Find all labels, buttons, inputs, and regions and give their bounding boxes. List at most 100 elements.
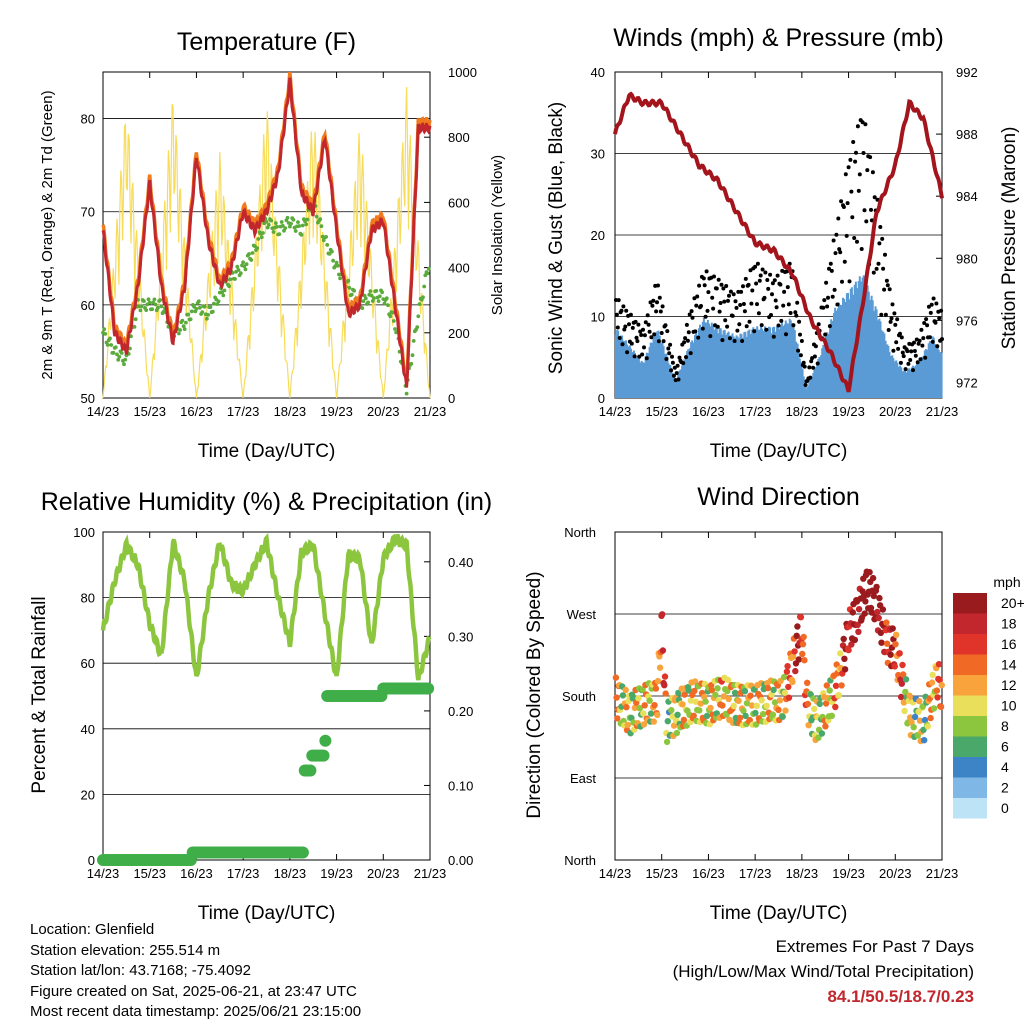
dewpoint-point [147,300,152,305]
direction-point [791,648,798,655]
extremes-subtitle: (High/Low/Max Wind/Total Precipitation) [672,962,974,981]
dewpoint-point [198,305,202,310]
gust-point [706,290,711,295]
gust-point [851,140,856,144]
gust-point [917,338,922,343]
dewpoint-point [366,300,370,305]
dewpoint-point [146,297,151,302]
direction-point [758,697,765,704]
dewpoint-point [297,224,302,228]
gust-point [854,150,858,155]
y-tick-label: East [570,771,596,786]
dewpoint-point [285,215,290,220]
direction-point [794,623,801,630]
gust-point [922,321,927,325]
dewpoint-point [111,351,116,355]
gust-point [758,273,763,278]
gust-point [635,339,640,344]
direction-point [892,641,899,648]
direction-point [930,705,938,712]
chart-title: Temperature (F) [177,28,356,56]
direction-point [848,641,855,648]
direction-point [861,610,868,617]
gust-point [660,304,665,309]
recent-data-text: Most recent data timestamp: 2025/06/21 2… [30,1003,362,1020]
direction-point [725,695,732,703]
direction-point [878,639,885,646]
direction-point [840,635,847,643]
direction-point [900,671,907,678]
direction-point [823,682,830,689]
dewpoint-point [184,320,188,325]
gust-point [669,368,674,373]
chart-title: Relative Humidity (%) & Precipitation (i… [41,488,493,516]
x-tick-label: 16/23 [692,404,725,419]
colorbar-label: 0 [1001,800,1009,816]
y-tick-label: 100 [73,525,95,540]
gust-point [770,292,774,297]
y-tick-label: 30 [591,147,605,162]
y-tick-label: 40 [81,722,95,737]
dewpoint-point [133,317,138,322]
gust-point [733,299,738,304]
colorbar-swatch [953,634,987,655]
direction-point [702,698,709,705]
gust-point [746,282,751,287]
gust-point [665,329,670,334]
gust-point [722,299,727,304]
direction-point [782,707,789,714]
precip-point [296,846,309,859]
gust-point [809,359,814,364]
gust-point [630,325,635,330]
gust-point [898,331,902,336]
gust-point [833,251,838,256]
x-tick-label: 21/23 [926,866,959,881]
gust-point [855,124,860,129]
x-tick-label: 21/23 [414,866,447,881]
gust-point [842,259,847,264]
direction-point [635,695,642,702]
dewpoint-point [122,362,126,367]
x-tick-label: 18/23 [786,404,819,419]
precip-series [97,682,435,866]
gust-point [739,289,744,294]
gust-point [879,312,884,317]
dewpoint-point [376,299,381,303]
gust-point [640,352,645,357]
colorbar-swatch [953,613,987,634]
gust-point [799,339,804,343]
dewpoint-point [235,264,240,269]
direction-point [656,664,664,671]
gust-point [632,354,637,359]
x-axis-title: Time (Day/UTC) [710,441,848,462]
colorbar-title: mph [993,574,1020,590]
gust-point [663,323,668,328]
gust-point [898,360,903,365]
gust-point [737,322,742,327]
direction-point [724,687,731,695]
dewpoint-point [368,289,373,293]
gust-point [923,355,928,360]
dewpoint-point [212,301,216,306]
gust-point [926,304,931,309]
gust-point [877,241,882,246]
dewpoint-point [349,292,354,297]
gust-point [741,302,746,306]
direction-point [837,650,844,657]
direction-point [916,717,924,724]
gust-point [614,312,619,317]
gust-point [876,261,881,266]
direction-point [719,702,726,709]
dewpoint-point [335,263,340,268]
dewpoint-point [283,226,288,231]
gust-point [828,261,833,266]
dewpoint-point [153,302,158,307]
dewpoint-point [273,221,278,226]
direction-point [879,606,887,613]
gust-point [935,344,940,349]
y2-tick-label: 200 [448,326,470,341]
gust-point [928,310,933,315]
dewpoint-point [275,224,279,229]
gust-point [686,330,691,335]
gust-point [841,205,846,209]
